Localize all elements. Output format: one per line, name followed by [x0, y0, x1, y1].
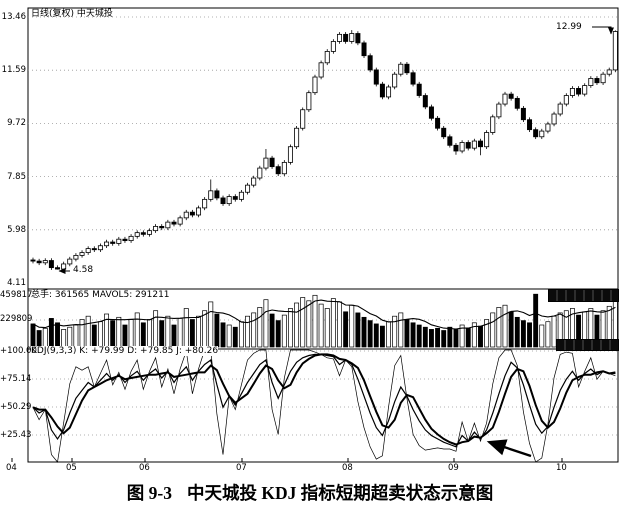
price-tick-label: 9.72	[7, 118, 26, 129]
kdj-tick-label: +25.43	[0, 430, 32, 440]
month-label: 06	[139, 463, 150, 473]
price-tick-label: 11.59	[1, 65, 26, 76]
month-label: 07	[236, 463, 247, 473]
price-tick-label: 4.11	[7, 278, 26, 288]
annotation-arrows	[58, 26, 614, 458]
price-tick-label: 13.46	[1, 12, 26, 22]
candlestick-series	[30, 30, 618, 272]
price-tick-label: 5.98	[7, 224, 26, 235]
figure-caption: 图 9-3 中天城投 KDJ 指标短期超卖状态示意图	[0, 481, 620, 505]
low-price-label: 4.58	[73, 265, 94, 275]
volume-tick-label: 459817	[0, 290, 33, 300]
chart-canvas	[11, 7, 619, 463]
month-label: 09	[448, 463, 459, 473]
month-label: 04	[6, 463, 17, 473]
kdj-k-line	[32, 353, 616, 448]
month-label: 10	[556, 463, 567, 473]
highlighted-button-top[interactable]	[548, 289, 619, 302]
volume-bars	[30, 293, 618, 348]
month-label: 05	[66, 463, 77, 473]
kdj-tick-label: +75.14	[0, 374, 32, 384]
price-tick-label: 7.85	[7, 171, 26, 182]
volume-pane-header[interactable]: 总手: 361565 MAVOL5: 291211	[31, 290, 170, 300]
kdj-tick-label: +50.29	[0, 401, 32, 412]
kdj-tick-label: +100.00	[0, 346, 37, 356]
last-price-label: 12.99	[556, 22, 582, 32]
kdj-pane-header[interactable]: KDJ(9,3,3) K: +79.99 D: +79.85 J: +80.26	[31, 346, 219, 356]
figure-title: 中天城投 KDJ 指标短期超卖状态示意图	[186, 483, 494, 503]
kdj-d-line	[32, 353, 616, 446]
month-label: 08	[342, 463, 353, 473]
gridlines	[28, 16, 618, 436]
volume-tick-label: 229809	[0, 314, 33, 324]
highlighted-button-bottom[interactable]	[556, 339, 619, 351]
figure-number: 图 9-3	[126, 483, 172, 503]
kdj-lines	[32, 349, 616, 463]
kdj-j-line	[32, 349, 616, 463]
price-pane-header: 日线(复权) 中天城投	[31, 9, 113, 19]
